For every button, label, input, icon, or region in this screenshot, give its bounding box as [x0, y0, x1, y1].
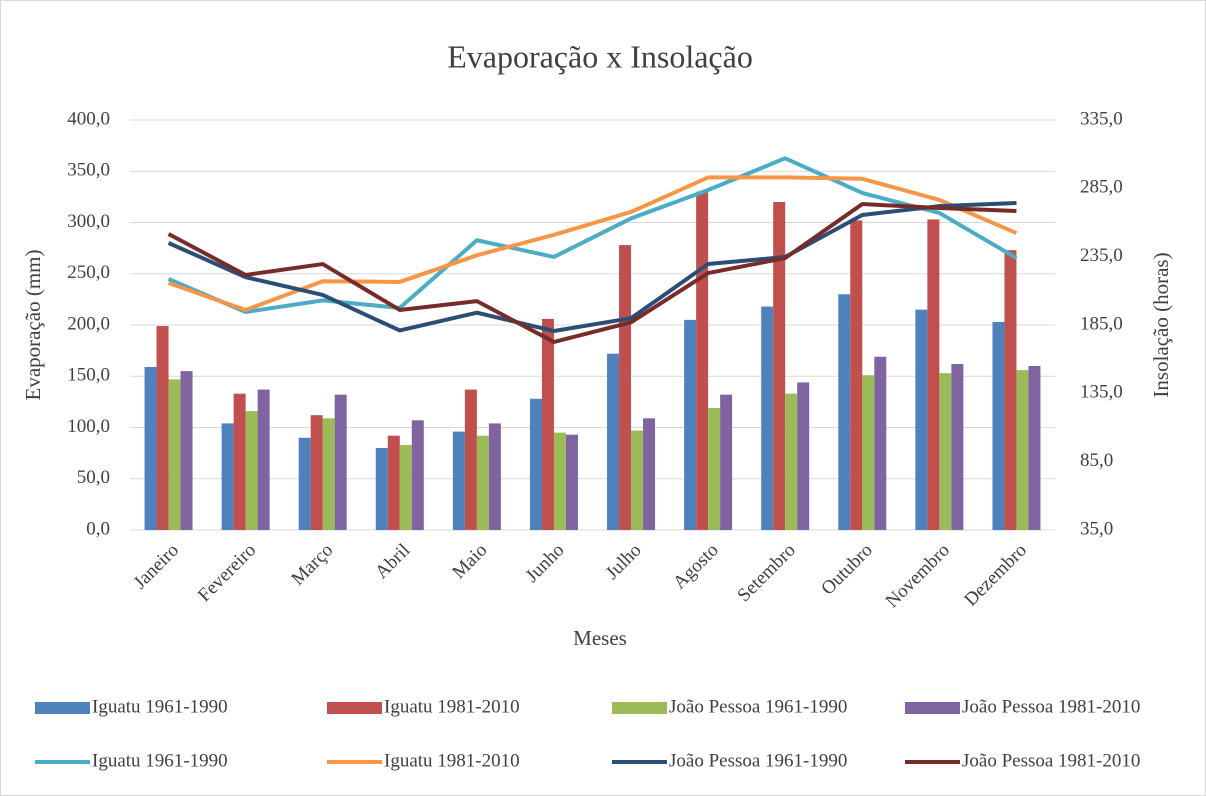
y2-tick-label: 185,0: [1080, 313, 1123, 334]
bar: [452, 431, 465, 530]
bar: [619, 245, 632, 531]
bar: [850, 220, 863, 530]
bar: [684, 319, 697, 530]
legend-label: João Pessoa 1981-2010: [962, 750, 1140, 771]
bar: [411, 420, 424, 530]
bar: [927, 219, 940, 531]
bar: [180, 371, 193, 530]
bar: [631, 430, 644, 530]
y2-tick-label: 85,0: [1080, 450, 1113, 471]
bar: [257, 389, 270, 530]
y-tick-label: 100,0: [67, 416, 110, 437]
bar: [310, 415, 323, 530]
legend-swatch: [35, 702, 90, 714]
line: [167, 175, 1018, 312]
legend-label: Iguatu 1981-2010: [384, 696, 520, 717]
bar: [785, 393, 798, 530]
bar: [221, 423, 234, 530]
bar: [951, 363, 964, 530]
bar: [168, 379, 181, 530]
bar: [553, 432, 566, 530]
bar: [334, 394, 347, 530]
y-tick-label: 150,0: [67, 365, 110, 386]
bar: [992, 321, 1005, 530]
y2-tick-label: 135,0: [1080, 382, 1123, 403]
y-axis-title: Evaporação (mm): [21, 249, 45, 400]
y2-axis-title: Insolação (horas): [1149, 252, 1173, 397]
bar: [607, 353, 620, 530]
bar: [529, 398, 542, 530]
bar: [797, 382, 810, 530]
y-tick-label: 200,0: [67, 313, 110, 334]
bar: [761, 306, 774, 530]
bar: [387, 435, 400, 530]
y-tick-label: 350,0: [67, 160, 110, 181]
line: [167, 200, 1017, 334]
legend-swatch: [327, 702, 382, 714]
bar: [862, 375, 875, 530]
bar: [541, 318, 554, 530]
y2-tick-label: 335,0: [1080, 108, 1123, 129]
bar: [915, 309, 928, 530]
bar: [939, 373, 952, 530]
bar: [233, 393, 246, 530]
bar: [1016, 370, 1029, 530]
y2-tick-label: 235,0: [1080, 245, 1123, 266]
y-tick-label: 50,0: [77, 467, 110, 488]
legend-label: João Pessoa 1961-1990: [669, 696, 847, 717]
bar: [720, 394, 733, 530]
line: [167, 202, 1017, 344]
bar: [399, 444, 412, 530]
bar: [773, 202, 786, 530]
bar: [375, 448, 388, 530]
bar: [643, 418, 656, 530]
y-tick-label: 400,0: [67, 108, 110, 129]
bar: [1028, 366, 1041, 530]
bar: [245, 411, 258, 530]
x-axis-title: Meses: [573, 626, 627, 650]
legend-label: João Pessoa 1961-1990: [669, 750, 847, 771]
legend-label: João Pessoa 1981-2010: [962, 696, 1140, 717]
bar: [488, 423, 501, 530]
bar: [565, 434, 578, 530]
line: [167, 156, 1018, 315]
bar: [156, 326, 169, 530]
legend-swatch: [905, 702, 960, 714]
chart-title: Evaporação x Insolação: [447, 38, 753, 74]
legend-label: Iguatu 1961-1990: [92, 750, 228, 771]
y2-tick-label: 35,0: [1080, 518, 1113, 539]
bar: [696, 191, 709, 530]
legend-label: Iguatu 1961-1990: [92, 696, 228, 717]
legend-label: Iguatu 1981-2010: [384, 750, 520, 771]
bar: [476, 435, 489, 530]
bar: [298, 437, 311, 530]
bar: [838, 294, 851, 530]
y-tick-label: 0,0: [86, 518, 110, 539]
bar: [1004, 250, 1017, 531]
bar: [144, 367, 157, 530]
legend-swatch: [612, 702, 667, 714]
bar: [322, 418, 335, 530]
bar: [708, 408, 721, 530]
bar: [874, 356, 887, 530]
bar: [464, 389, 477, 530]
y-tick-label: 300,0: [67, 211, 110, 232]
y2-tick-label: 285,0: [1080, 177, 1123, 198]
y-tick-label: 250,0: [67, 262, 110, 283]
